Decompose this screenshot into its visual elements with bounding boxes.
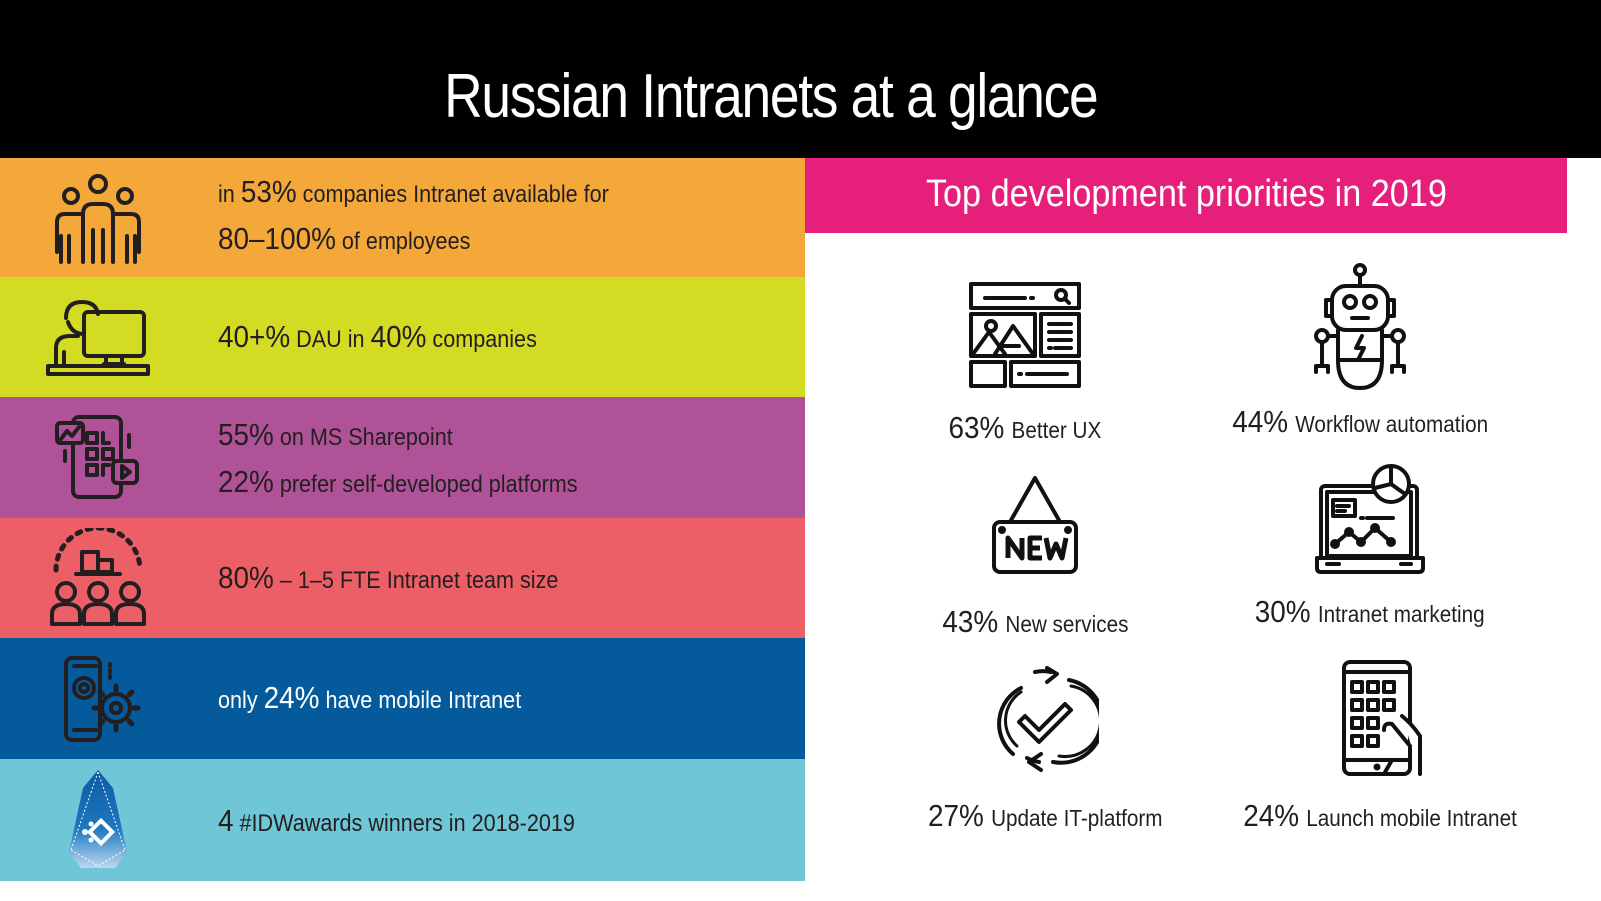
stat-row-coverage: in 53% companies Intranet available for …: [0, 158, 805, 277]
priority-item: 27% Update IT-platform: [905, 658, 1185, 834]
stat-value: 80–100%: [218, 221, 336, 256]
priority-description: Intranet marketing: [1318, 601, 1485, 627]
priority-description: Workflow automation: [1295, 411, 1488, 437]
robot-icon: [1300, 262, 1420, 392]
bottom-margin: [0, 881, 1601, 901]
stat-suffix: of employees: [335, 228, 471, 255]
new-sign-icon: [975, 476, 1095, 576]
priority-label: 44% Workflow automation: [1232, 404, 1488, 440]
analytics-laptop-icon: [1310, 462, 1430, 574]
priority-description: Launch mobile Intranet: [1306, 805, 1517, 831]
priority-label: 30% Intranet marketing: [1255, 594, 1485, 630]
stat-suffix: #IDWawards winners in 2018-2019: [233, 810, 575, 837]
stat-value: 53%: [240, 174, 297, 209]
priority-item: 43% New services: [925, 476, 1145, 640]
stat-text: 40+% DAU in 40% companies: [218, 315, 537, 362]
priorities-title: Top development priorities in 2019: [925, 173, 1447, 215]
stat-prefix: only: [218, 687, 264, 714]
priority-label: 43% New services: [942, 604, 1128, 640]
stat-suffix: have mobile Intranet: [319, 687, 522, 714]
priority-label: 63% Better UX: [949, 410, 1102, 446]
stat-suffix: companies: [426, 326, 537, 353]
stat-text: 4 #IDWawards winners in 2018-2019: [218, 799, 575, 846]
priority-percent: 63%: [948, 410, 1005, 445]
award-trophy-icon: [45, 770, 150, 870]
priority-percent: 30%: [1255, 594, 1311, 629]
priority-label: 27% Update IT-platform: [928, 798, 1162, 834]
stat-row-mobile: only 24% have mobile Intranet: [0, 638, 805, 759]
stat-row-awards: 4 #IDWawards winners in 2018-2019: [0, 759, 805, 881]
stat-row-dau: 40+% DAU in 40% companies: [0, 277, 805, 397]
stat-prefix: in: [218, 181, 241, 208]
stat-row-platform: 55% on MS Sharepoint 22% prefer self-dev…: [0, 397, 805, 518]
stat-suffix: companies Intranet available for: [296, 181, 609, 208]
stat-value: 40+%: [218, 319, 291, 354]
mobile-apps-icon: [45, 408, 150, 508]
priority-label: 24% Launch mobile Intranet: [1243, 798, 1517, 834]
priority-percent: 44%: [1232, 404, 1288, 439]
team-building-icon: [45, 528, 150, 628]
refresh-check-icon: [985, 658, 1105, 776]
stat-text: 80% – 1–5 FTE Intranet team size: [218, 556, 558, 603]
stat-value: 40%: [370, 319, 427, 354]
stats-column: in 53% companies Intranet available for …: [0, 158, 805, 881]
stat-text: only 24% have mobile Intranet: [218, 676, 521, 723]
priority-description: New services: [1004, 611, 1129, 637]
priority-percent: 43%: [941, 604, 998, 639]
priority-item: 24% Launch mobile Intranet: [1220, 660, 1540, 834]
stat-value: 55%: [218, 417, 274, 452]
stat-suffix: prefer self-developed platforms: [273, 471, 578, 498]
priority-percent: 27%: [927, 798, 984, 833]
priority-description: Better UX: [1011, 417, 1102, 443]
page-title: Russian Intranets at a glance: [443, 61, 1098, 131]
page-header: Russian Intranets at a glance: [0, 0, 1601, 158]
stat-suffix: on MS Sharepoint: [273, 424, 453, 451]
mobile-hand-icon: [1320, 660, 1440, 776]
stat-suffix: – 1–5 FTE Intranet team size: [273, 567, 559, 594]
stat-row-team: 80% – 1–5 FTE Intranet team size: [0, 518, 805, 638]
right-margin: [1567, 158, 1601, 901]
team-people-icon: [45, 168, 150, 268]
priorities-panel: Top development priorities in 2019 63% Be…: [805, 158, 1567, 881]
stat-text: 55% on MS Sharepoint 22% prefer self-dev…: [218, 413, 578, 507]
stat-value: 22%: [218, 464, 274, 499]
stat-value: 4: [218, 803, 234, 838]
web-layout-icon: [965, 276, 1085, 396]
priority-description: Update IT-platform: [990, 805, 1163, 831]
person-at-computer-icon: [45, 287, 150, 387]
stat-value: 80%: [218, 560, 274, 595]
priority-item: 63% Better UX: [925, 276, 1125, 446]
priorities-title-bar: Top development priorities in 2019: [805, 158, 1567, 233]
priority-item: 30% Intranet marketing: [1220, 462, 1520, 630]
mobile-settings-icon: [45, 649, 150, 749]
stat-value: 24%: [263, 680, 320, 715]
stat-suffix: DAU in: [290, 326, 371, 353]
stat-text: in 53% companies Intranet available for …: [218, 170, 609, 264]
priority-percent: 24%: [1243, 798, 1300, 833]
priority-item: 44% Workflow automation: [1210, 262, 1510, 440]
